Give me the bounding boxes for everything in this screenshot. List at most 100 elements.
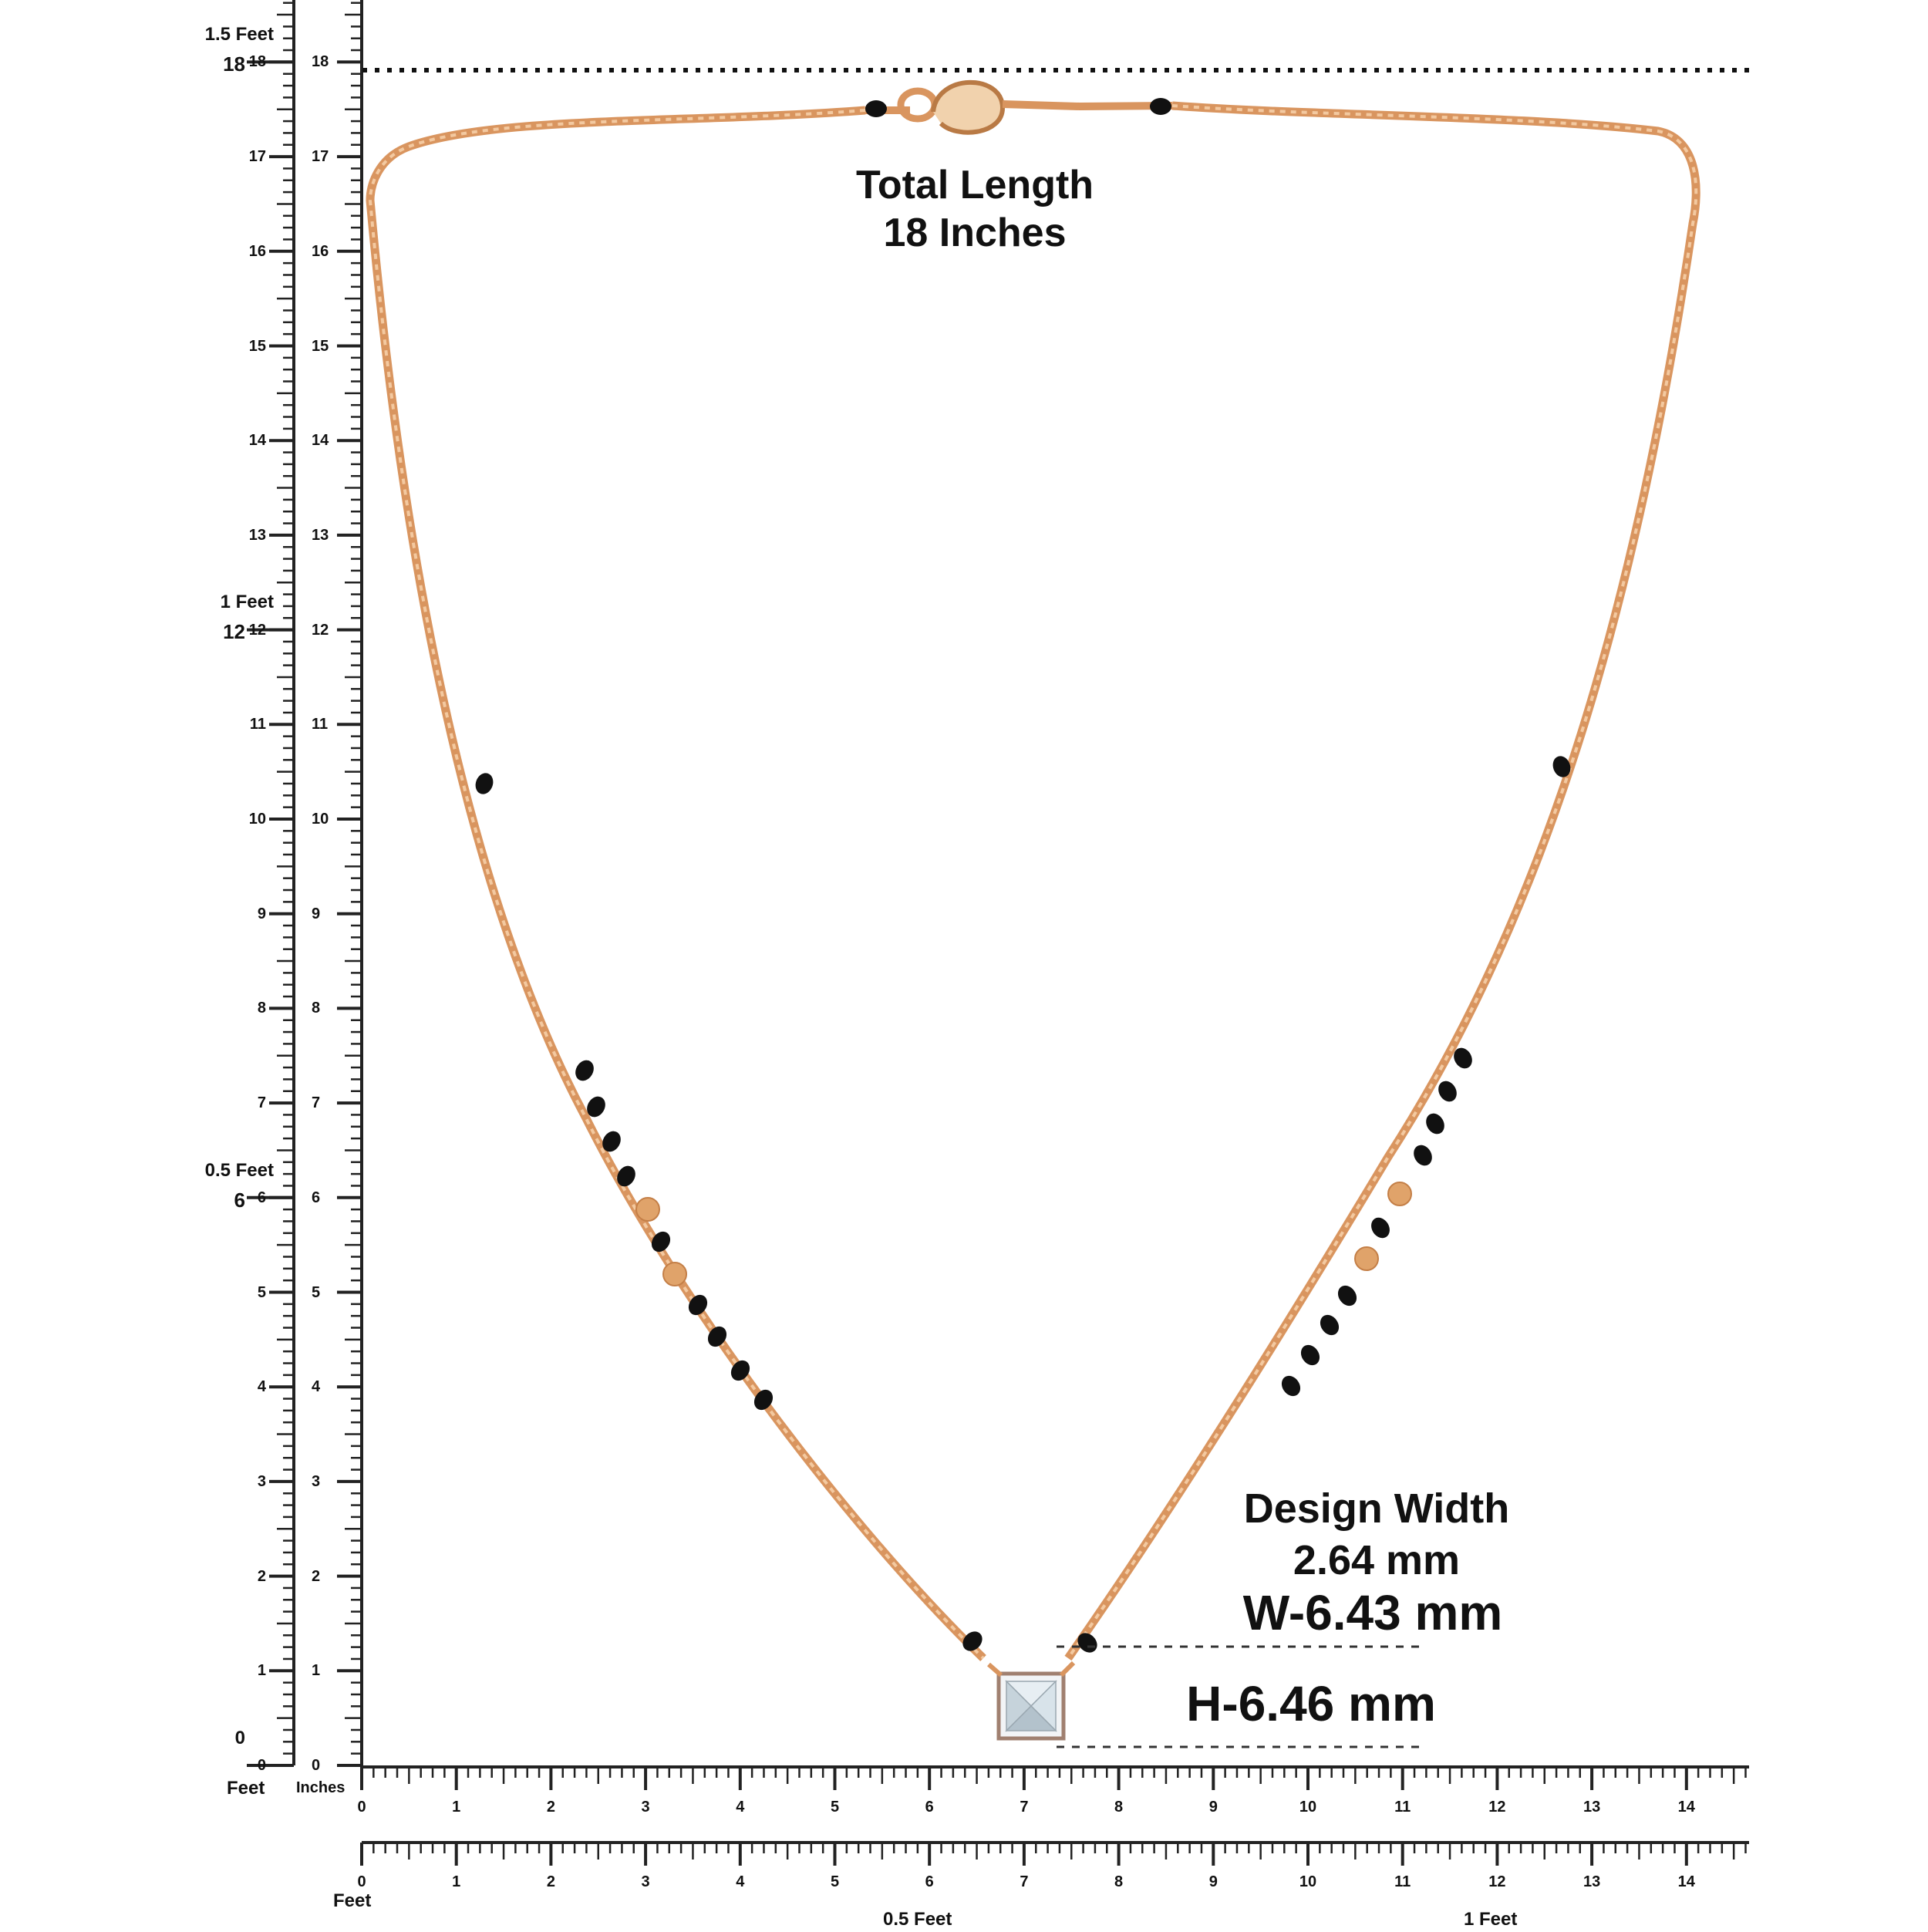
bottom-inch-ruler-label-14: 14	[1677, 1799, 1695, 1816]
bottom-feet-ruler-label-7: 7	[1020, 1873, 1029, 1890]
lobster-clasp-icon	[931, 79, 1006, 135]
left-ruler-inch-label-2: 2	[312, 1567, 321, 1585]
left-ruler-feet-side-label-14: 14	[248, 432, 266, 450]
black-bead	[602, 1131, 621, 1152]
bottom-feet-ruler-label-6: 6	[925, 1873, 934, 1890]
left-ruler-feet-name: 0	[234, 1727, 245, 1748]
black-bead	[1371, 1217, 1390, 1239]
bottom-feet-ruler-label-10: 10	[1299, 1873, 1317, 1890]
left-ruler-inch-label-9: 9	[312, 905, 321, 922]
left-ruler-feet-side-label-13: 13	[248, 526, 266, 544]
left-ruler-feet-name: 1.5 Feet	[204, 24, 274, 46]
bottom-inch-ruler-label-6: 6	[925, 1799, 934, 1816]
left-ruler-feet-value-6: 6	[234, 1188, 245, 1212]
left-ruler-inch-label-7: 7	[312, 1094, 321, 1112]
black-bead	[575, 1060, 594, 1081]
left-ruler-inch-label-16: 16	[312, 242, 329, 260]
black-bead	[587, 1096, 605, 1118]
black-bead	[1320, 1314, 1340, 1336]
black-bead	[1426, 1113, 1444, 1135]
left-ruler-inch-label-14: 14	[312, 432, 329, 450]
clasp-jump-ring	[897, 87, 939, 123]
total-length-value: 18 Inches	[883, 211, 1067, 255]
bottom-feet-ruler-label-2: 2	[546, 1873, 555, 1890]
bottom-feet-label: Feet	[333, 1890, 372, 1911]
left-ruler-feet-side-label-0: 0	[257, 1757, 266, 1774]
left-ruler-inch-label-3: 3	[312, 1472, 321, 1490]
bottom-inch-ruler-label-8: 8	[1114, 1799, 1124, 1816]
left-ruler-feet-label: Feet	[227, 1777, 265, 1799]
black-bead	[1438, 1081, 1457, 1102]
total-length-title: Total Length	[855, 163, 1094, 207]
black-bead	[1454, 1047, 1472, 1069]
left-ruler-inches-label: Inches	[296, 1779, 345, 1796]
left-ruler-inch-label-4: 4	[312, 1378, 321, 1396]
black-bead	[475, 773, 494, 794]
black-bead	[1414, 1145, 1432, 1166]
chain-right-links	[1067, 104, 1698, 1660]
left-ruler-inch-label-1: 1	[312, 1662, 321, 1680]
left-ruler-inch-label-13: 13	[312, 526, 329, 544]
gold-bead	[635, 1197, 660, 1222]
pendant-height-label: H-6.46 mm	[1186, 1676, 1436, 1731]
left-ruler-feet-side-label-15: 15	[248, 337, 266, 355]
bottom-inch-ruler-label-2: 2	[546, 1799, 555, 1816]
left-ruler-inch-label-12: 12	[312, 621, 329, 639]
pendant-width-label: W-6.43 mm	[1242, 1585, 1503, 1640]
bottom-inch-ruler-label-5: 5	[830, 1799, 840, 1816]
chain-right	[1064, 101, 1700, 1661]
bottom-inch-ruler-label-7: 7	[1020, 1799, 1029, 1816]
black-bead	[1281, 1375, 1301, 1397]
gold-bead	[1354, 1246, 1379, 1271]
left-ruler-inch-label-17: 17	[312, 148, 329, 166]
left-ruler-inch-label-18: 18	[312, 53, 329, 71]
left-ruler-inch-label-8: 8	[312, 1000, 321, 1017]
black-bead	[688, 1294, 708, 1316]
left-ruler-feet-side-label-11: 11	[249, 716, 266, 733]
left-ruler-feet-value-12: 12	[223, 620, 245, 644]
left-ruler-feet-side-label-3: 3	[257, 1472, 266, 1490]
left-ruler-feet-side-label-10: 10	[248, 811, 266, 828]
left-ruler-inch-label-5: 5	[312, 1283, 321, 1301]
design-width-title: Design Width	[1243, 1485, 1510, 1532]
left-ruler-feet-side-label-7: 7	[257, 1094, 266, 1112]
left-ruler-feet-name: 1 Feet	[220, 592, 274, 613]
bottom-inch-ruler-label-3: 3	[641, 1799, 650, 1816]
bottom-inch-ruler-label-12: 12	[1488, 1799, 1506, 1816]
clasp-extender	[1002, 100, 1173, 111]
left-ruler-feet-side-label-12: 12	[248, 621, 266, 639]
design-width-value: 2.64 mm	[1293, 1537, 1461, 1583]
black-bead	[707, 1326, 727, 1347]
bottom-inch-ruler-label-9: 9	[1208, 1799, 1218, 1816]
left-ruler-inch-label-0: 0	[312, 1757, 321, 1774]
black-bead	[651, 1231, 671, 1253]
left-ruler-feet-side-label-8: 8	[257, 1000, 266, 1017]
left-ruler-feet-side-label-5: 5	[257, 1283, 266, 1301]
black-bead	[1337, 1285, 1357, 1307]
left-ruler-feet-side-label-18: 18	[248, 53, 266, 71]
left-ruler-inch-label-10: 10	[312, 811, 329, 828]
left-ruler-inch-label-15: 15	[312, 337, 329, 355]
bottom-inch-ruler-label-11: 11	[1394, 1799, 1411, 1816]
bottom-inch-ruler-label-0: 0	[357, 1799, 366, 1816]
pendant-bail-right	[1059, 1661, 1076, 1677]
black-bead	[865, 100, 887, 117]
black-bead	[617, 1165, 635, 1187]
left-ruler-feet-name: 0.5 Feet	[204, 1159, 274, 1181]
bottom-inch-ruler-label-13: 13	[1583, 1799, 1601, 1816]
bottom-one-foot-label: 1 Feet	[1464, 1908, 1518, 1930]
bottom-feet-ruler-label-9: 9	[1208, 1873, 1218, 1890]
gold-bead	[1387, 1182, 1412, 1206]
bottom-feet-ruler-label-5: 5	[830, 1873, 840, 1890]
left-ruler	[247, 0, 363, 1767]
bottom-feet-ruler	[360, 1841, 1749, 1866]
left-ruler-feet-side-label-1: 1	[257, 1662, 266, 1680]
bottom-feet-ruler-label-0: 0	[357, 1873, 366, 1890]
bottom-inch-ruler-label-10: 10	[1299, 1799, 1317, 1816]
left-ruler-feet-value-18: 18	[223, 52, 245, 76]
bottom-inch-ruler-label-4: 4	[736, 1799, 745, 1816]
facet-bottom	[1005, 1704, 1057, 1731]
bottom-feet-ruler-label-14: 14	[1677, 1873, 1695, 1890]
